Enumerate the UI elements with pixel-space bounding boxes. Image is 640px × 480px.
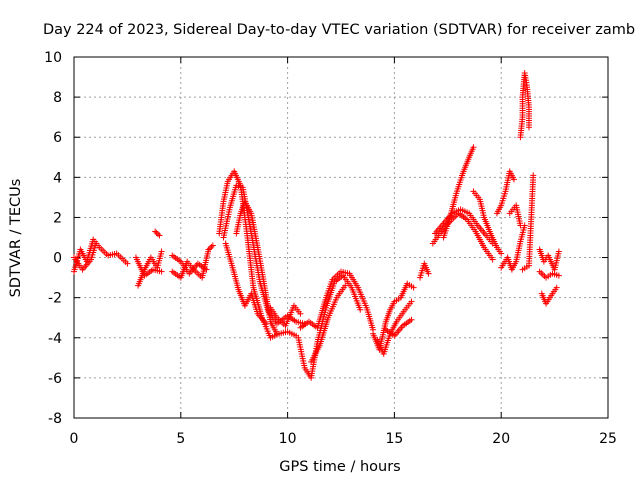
data-point-marker	[153, 229, 160, 236]
trace	[220, 182, 308, 327]
data-point-marker	[489, 256, 496, 263]
x-axis: 0 5 10 15 20 25	[70, 57, 617, 447]
data-point-marker	[156, 232, 163, 239]
y-tick-label: -2	[48, 291, 62, 307]
y-tick-label: 0	[53, 251, 62, 267]
trace	[71, 236, 131, 275]
x-tick-label: 0	[70, 431, 79, 447]
data-point-marker	[205, 246, 212, 253]
trace	[169, 242, 216, 281]
data-point-marker	[525, 124, 532, 131]
trace	[517, 70, 532, 141]
trace	[417, 260, 432, 281]
trace	[374, 298, 415, 357]
data-point-marker	[555, 248, 562, 255]
y-tick-label: 6	[53, 130, 62, 146]
data-point-marker	[203, 266, 210, 273]
data-point-marker	[410, 284, 417, 291]
chart-title: Day 224 of 2023, Sidereal Day-to-day VTE…	[43, 22, 635, 38]
trace	[216, 168, 300, 341]
data-point-marker	[498, 250, 505, 257]
data-point-marker	[92, 242, 99, 249]
data-point-marker	[555, 272, 562, 279]
y-tick-label: 10	[44, 50, 62, 66]
x-tick-label: 5	[176, 431, 185, 447]
data-point-marker	[553, 284, 560, 291]
y-tick-label: -4	[48, 331, 62, 347]
data-point-marker	[408, 298, 415, 305]
trace	[308, 282, 349, 365]
trace	[536, 268, 562, 281]
data-point-marker	[208, 243, 215, 250]
trace	[132, 254, 165, 279]
trace	[538, 284, 560, 307]
data-point-marker	[408, 316, 415, 323]
data-point-marker	[273, 330, 280, 337]
x-tick-label: 10	[279, 431, 297, 447]
trace	[382, 316, 415, 339]
trace	[506, 202, 524, 229]
trace	[431, 206, 496, 247]
trace	[498, 222, 528, 273]
trace	[233, 198, 280, 337]
trace	[267, 302, 304, 329]
data-point-marker	[517, 222, 524, 229]
data-point-marker	[158, 248, 165, 255]
x-tick-label: 20	[492, 431, 510, 447]
data-point-marker	[425, 270, 432, 277]
data-point-marker	[209, 242, 216, 249]
data-point-marker	[511, 176, 518, 183]
data-point-marker	[206, 245, 213, 252]
data-point-marker	[155, 231, 162, 238]
trace	[297, 268, 377, 333]
y-axis-label: SDTVAR / TECUs	[8, 179, 24, 298]
trace	[440, 144, 477, 241]
y-tick-label: 8	[53, 90, 62, 106]
trace	[152, 228, 163, 239]
y-tick-label: 4	[53, 170, 62, 186]
data-point-marker	[530, 172, 537, 179]
trace	[519, 172, 537, 273]
data-point-marker	[152, 228, 159, 235]
x-tick-label: 15	[385, 431, 403, 447]
trace	[169, 252, 210, 277]
data-point-marker	[357, 306, 364, 313]
trace	[536, 246, 562, 273]
data-point-marker	[342, 282, 349, 289]
plot-frame	[73, 56, 609, 419]
trace	[71, 242, 99, 273]
trace	[135, 248, 165, 289]
data-point-marker	[263, 320, 270, 327]
trace	[470, 188, 505, 257]
data-series	[71, 70, 562, 381]
data-point-marker	[124, 260, 131, 267]
data-point-marker	[297, 310, 304, 317]
x-tick-label: 25	[599, 431, 617, 447]
y-tick-label: -6	[48, 371, 62, 387]
y-axis: -8 -6 -4 -2 0 2 4 6 8 10	[44, 50, 608, 427]
y-tick-label: -8	[48, 411, 62, 427]
trace	[222, 240, 270, 327]
trace	[493, 168, 518, 217]
y-tick-label: 2	[53, 210, 62, 226]
x-axis-label: GPS time / hours	[279, 459, 400, 475]
data-point-marker	[470, 144, 477, 151]
data-point-marker	[158, 268, 165, 275]
